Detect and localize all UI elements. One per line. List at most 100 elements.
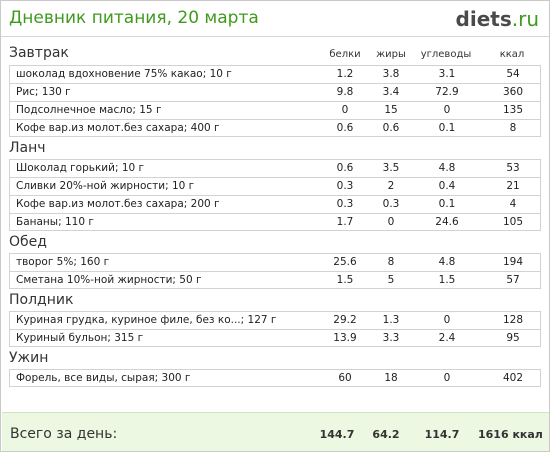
food-kcal: 135 — [502, 104, 524, 116]
food-fat: 3.3 — [382, 332, 400, 344]
food-row[interactable]: Сливки 20%-ной жирности; 10 г 0.3 2 0.4 21 — [9, 177, 541, 195]
food-name: творог 5%; 160 г — [16, 256, 110, 268]
logo-name: diets — [455, 7, 512, 31]
total-protein: 144.7 — [319, 428, 355, 441]
food-protein: 1.5 — [336, 274, 354, 286]
food-row[interactable]: Форель, все виды, сырая; 300 г 60 18 0 402 — [9, 369, 541, 387]
food-row[interactable]: Рис; 130 г 9.8 3.4 72.9 360 — [9, 83, 541, 101]
food-fat: 0.3 — [382, 198, 400, 210]
food-row[interactable]: Бананы; 110 г 1.7 0 24.6 105 — [9, 213, 541, 231]
food-diary-table: Завтрак белки жиры углеводы ккал шоколад… — [9, 45, 541, 387]
food-name: Кофе вар.из молот.без сахара; 200 г — [16, 198, 220, 210]
daily-total-bar: Всего за день: 144.7 64.2 114.7 1616 кка… — [2, 412, 549, 451]
column-fat: жиры — [376, 49, 406, 60]
food-carbs: 0 — [443, 314, 451, 326]
food-carbs: 72.9 — [435, 86, 459, 98]
diary-header: Дневник питания, 20 марта diets.ru — [1, 1, 549, 37]
food-row[interactable]: Кофе вар.из молот.без сахара; 400 г 0.6 0.… — [9, 119, 541, 137]
food-carbs: 0.1 — [438, 122, 456, 134]
food-name: Форель, все виды, сырая; 300 г — [16, 372, 191, 384]
food-carbs: 4.8 — [438, 162, 456, 174]
food-carbs: 0.4 — [438, 180, 456, 192]
section-title: Ланч — [9, 140, 46, 156]
food-fat: 1.3 — [382, 314, 400, 326]
section-rows: шоколад вдохновение 75% какао; 10 г 1.2 3.… — [9, 65, 541, 137]
food-protein: 9.8 — [336, 86, 354, 98]
meal-section: Обед творог 5%; 160 г 25.6 8 4.8 194 Сметана 1… — [9, 231, 541, 289]
food-kcal: 8 — [509, 122, 517, 134]
food-fat: 3.5 — [382, 162, 400, 174]
food-name: Куриный бульон; 315 г — [16, 332, 144, 344]
section-rows: Форель, все виды, сырая; 300 г 60 18 0 402 — [9, 369, 541, 387]
food-name: Подсолнечное масло; 15 г — [16, 104, 162, 116]
total-kcal: 1616 ккал — [478, 428, 543, 441]
food-row[interactable]: Сметана 10%-ной жирности; 50 г 1.5 5 1.5 57 — [9, 271, 541, 289]
food-carbs: 0.1 — [438, 198, 456, 210]
logo-tld: .ru — [511, 7, 539, 31]
food-row[interactable]: творог 5%; 160 г 25.6 8 4.8 194 — [9, 253, 541, 271]
food-name: шоколад вдохновение 75% какао; 10 г — [16, 68, 232, 80]
food-carbs: 1.5 — [438, 274, 456, 286]
food-protein: 13.9 — [333, 332, 357, 344]
meal-section: Полдник Куриная грудка, куриное филе, без… — [9, 289, 541, 347]
food-fat: 3.8 — [382, 68, 400, 80]
food-kcal: 194 — [502, 256, 524, 268]
food-row[interactable]: Кофе вар.из молот.без сахара; 200 г 0.3 0.… — [9, 195, 541, 213]
food-protein: 1.7 — [336, 216, 354, 228]
food-carbs: 0 — [443, 372, 451, 384]
food-kcal: 21 — [506, 180, 520, 192]
food-name: Шоколад горький; 10 г — [16, 162, 145, 174]
food-protein: 0.6 — [336, 162, 354, 174]
food-row[interactable]: Куриная грудка, куриное филе, без ко...;… — [9, 311, 541, 329]
food-fat: 2 — [387, 180, 395, 192]
section-title: Обед — [9, 234, 47, 250]
food-name: Бананы; 110 г — [16, 216, 94, 228]
food-name: Рис; 130 г — [16, 86, 71, 98]
food-row[interactable]: Шоколад горький; 10 г 0.6 3.5 4.8 53 — [9, 159, 541, 177]
section-rows: Куриная грудка, куриное филе, без ко...;… — [9, 311, 541, 347]
food-name: Сметана 10%-ной жирности; 50 г — [16, 274, 202, 286]
food-kcal: 360 — [502, 86, 524, 98]
food-protein: 0.3 — [336, 180, 354, 192]
food-kcal: 128 — [502, 314, 524, 326]
food-fat: 8 — [387, 256, 395, 268]
section-rows: творог 5%; 160 г 25.6 8 4.8 194 Сметана 10%-н… — [9, 253, 541, 289]
section-rows: Шоколад горький; 10 г 0.6 3.5 4.8 53 Сливки 2… — [9, 159, 541, 231]
food-name: Куриная грудка, куриное филе, без ко...;… — [16, 314, 277, 326]
total-fat: 64.2 — [372, 428, 400, 441]
column-protein: белки — [329, 49, 361, 60]
section-title: Завтрак — [9, 45, 69, 61]
food-kcal: 54 — [506, 68, 520, 80]
food-row[interactable]: Подсолнечное масло; 15 г 0 15 0 135 — [9, 101, 541, 119]
food-carbs: 2.4 — [438, 332, 456, 344]
section-title: Полдник — [9, 292, 74, 308]
column-carbs: углеводы — [420, 49, 472, 60]
food-fat: 0.6 — [382, 122, 400, 134]
food-name: Сливки 20%-ной жирности; 10 г — [16, 180, 195, 192]
meal-section: Ланч Шоколад горький; 10 г 0.6 3.5 4.8 53 Слив… — [9, 137, 541, 231]
site-logo[interactable]: diets.ru — [456, 7, 539, 31]
table-header-row: Завтрак белки жиры углеводы ккал — [9, 45, 541, 65]
food-kcal: 105 — [502, 216, 524, 228]
food-protein: 25.6 — [333, 256, 357, 268]
food-carbs: 4.8 — [438, 256, 456, 268]
food-kcal: 95 — [506, 332, 520, 344]
food-fat: 5 — [387, 274, 395, 286]
food-protein: 0.3 — [336, 198, 354, 210]
sections-container: шоколад вдохновение 75% какао; 10 г 1.2 3.… — [9, 65, 541, 387]
column-kcal: ккал — [499, 49, 525, 60]
food-fat: 3.4 — [382, 86, 400, 98]
food-row[interactable]: Куриный бульон; 315 г 13.9 3.3 2.4 95 — [9, 329, 541, 347]
food-protein: 1.2 — [336, 68, 354, 80]
food-protein: 0.6 — [336, 122, 354, 134]
food-row[interactable]: шоколад вдохновение 75% какао; 10 г 1.2 3.… — [9, 65, 541, 83]
food-protein: 0 — [341, 104, 349, 116]
meal-section: шоколад вдохновение 75% какао; 10 г 1.2 3.… — [9, 65, 541, 137]
food-fat: 0 — [387, 216, 395, 228]
food-protein: 29.2 — [333, 314, 357, 326]
food-carbs: 0 — [443, 104, 451, 116]
total-carbs: 114.7 — [424, 428, 460, 441]
section-title: Ужин — [9, 350, 49, 366]
food-kcal: 53 — [506, 162, 520, 174]
